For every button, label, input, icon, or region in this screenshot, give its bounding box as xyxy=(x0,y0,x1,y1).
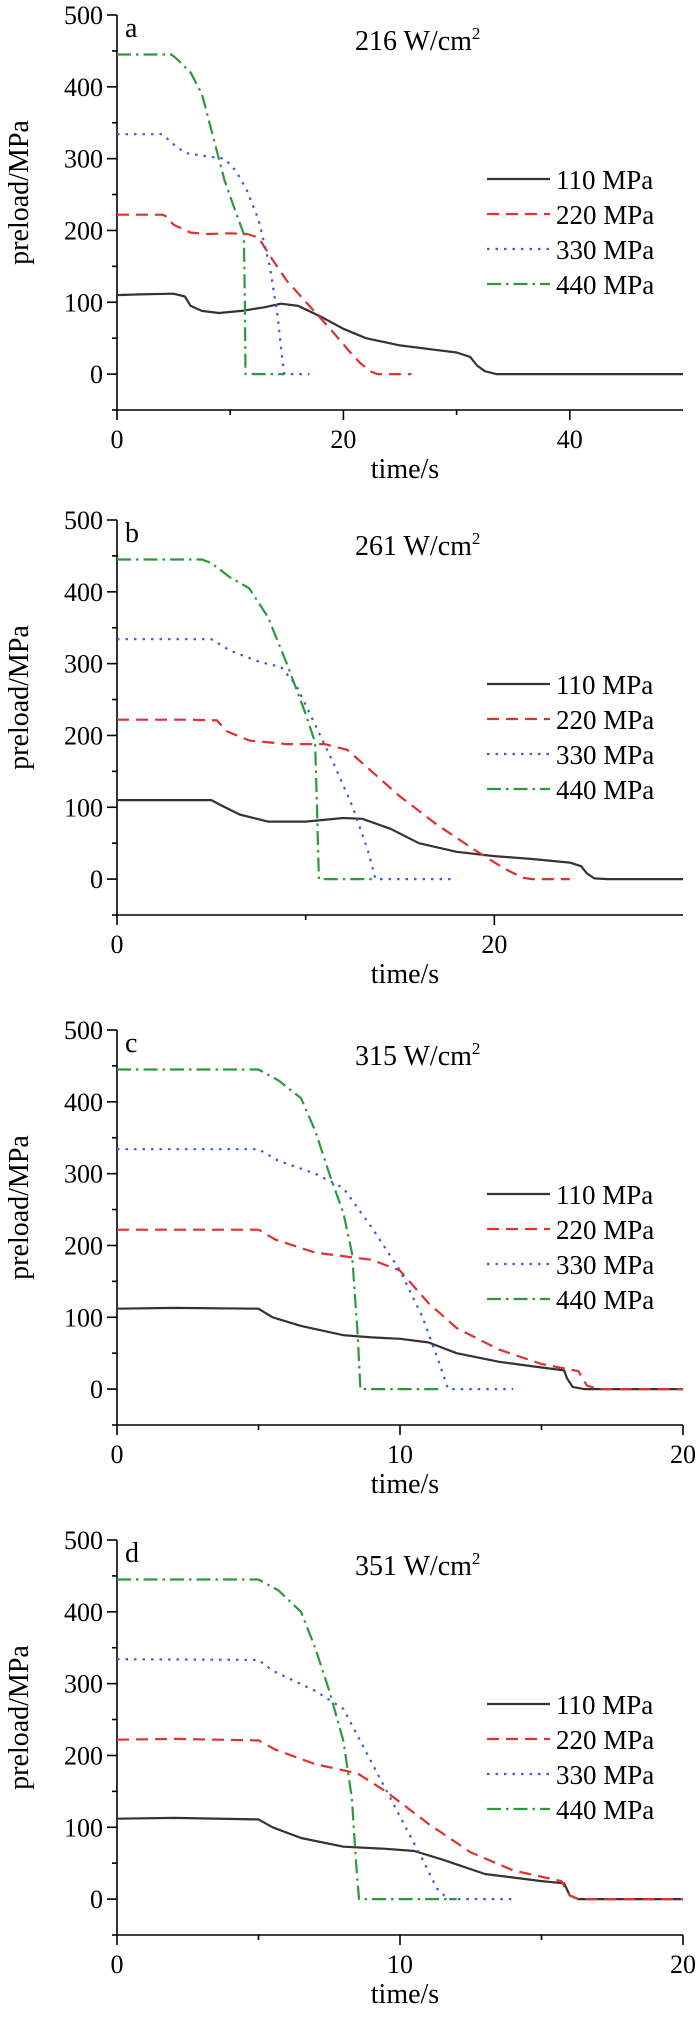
series-line-220-mpa xyxy=(117,718,570,881)
legend-label: 440 MPa xyxy=(556,775,654,805)
series-line-440-mpa xyxy=(117,558,376,881)
legend-label: 220 MPa xyxy=(556,1215,654,1245)
legend-label: 440 MPa xyxy=(556,1285,654,1315)
panel-title: 261 W/cm2 xyxy=(355,529,480,562)
chart-panel-c: 0 100 200 300 400 500 0 10 20 time/s preload/MPa c 3… xyxy=(4,1016,696,1500)
series-line-440-mpa xyxy=(117,1068,443,1391)
y-tick-label: 400 xyxy=(64,1598,103,1627)
y-axis-title: preload/MPa xyxy=(4,1645,35,1790)
panel-title: 351 W/cm2 xyxy=(355,1549,480,1582)
series-line-110-mpa xyxy=(116,1306,683,1391)
x-axis-title: time/s xyxy=(371,1979,439,2010)
x-tick-label: 20 xyxy=(481,930,507,959)
x-tick-label: 10 xyxy=(387,1950,413,1979)
legend-label: 220 MPa xyxy=(556,705,654,735)
y-tick-label: 500 xyxy=(64,1,103,30)
legend-label: 110 MPa xyxy=(556,670,653,700)
y-tick-label: 200 xyxy=(64,1741,103,1770)
panel-letter: a xyxy=(125,13,138,44)
x-tick-label: 20 xyxy=(670,1950,696,1979)
x-tick-label: 0 xyxy=(111,1950,124,1979)
y-axis-title: preload/MPa xyxy=(4,1135,35,1280)
legend-label: 110 MPa xyxy=(556,1180,653,1210)
y-tick-label: 500 xyxy=(64,506,103,535)
chart-panel-a: 0 100 200 300 400 500 0 20 40 time/s preload/MPa a 2… xyxy=(4,1,683,485)
panel-letter: b xyxy=(125,518,139,549)
y-tick-label: 100 xyxy=(64,793,103,822)
legend-label: 110 MPa xyxy=(556,1690,653,1720)
legend-label: 440 MPa xyxy=(556,1795,654,1825)
panel-letter: c xyxy=(125,1028,137,1059)
y-tick-label: 0 xyxy=(90,1885,103,1914)
x-axis-title: time/s xyxy=(371,1469,439,1500)
y-tick-label: 500 xyxy=(64,1016,103,1045)
y-tick-label: 100 xyxy=(64,1303,103,1332)
legend-label: 220 MPa xyxy=(556,1725,654,1755)
legend-label: 330 MPa xyxy=(556,235,654,265)
legend-label: 110 MPa xyxy=(556,165,653,195)
series-line-220-mpa xyxy=(117,1228,683,1391)
series-line-440-mpa xyxy=(117,53,285,376)
x-tick-label: 0 xyxy=(111,425,124,454)
x-tick-label: 10 xyxy=(387,1440,413,1469)
y-tick-label: 0 xyxy=(90,865,103,894)
y-tick-label: 300 xyxy=(64,145,103,174)
chart-panel-d: 0 100 200 300 400 500 0 10 20 time/s preload/MPa d 3… xyxy=(4,1526,696,2010)
y-tick-label: 200 xyxy=(64,721,103,750)
series-line-110-mpa xyxy=(116,1816,683,1901)
chart-panel-b: 0 100 200 300 400 500 0 20 time/s preload/MPa b 261… xyxy=(4,506,683,990)
x-tick-label: 0 xyxy=(111,1440,124,1469)
y-tick-label: 400 xyxy=(64,578,103,607)
series-line-330-mpa xyxy=(116,1658,514,1901)
y-axis-title: preload/MPa xyxy=(4,120,35,265)
series-line-330-mpa xyxy=(117,133,310,376)
legend-label: 330 MPa xyxy=(556,740,654,770)
y-tick-label: 0 xyxy=(90,360,103,389)
y-tick-label: 500 xyxy=(64,1526,103,1555)
x-tick-label: 0 xyxy=(111,930,124,959)
legend-label: 440 MPa xyxy=(556,270,654,300)
y-axis-title: preload/MPa xyxy=(4,625,35,770)
y-tick-label: 300 xyxy=(64,650,103,679)
x-tick-label: 20 xyxy=(670,1440,696,1469)
series-line-110-mpa xyxy=(117,798,683,881)
y-tick-label: 200 xyxy=(64,1231,103,1260)
panel-title: 315 W/cm2 xyxy=(355,1039,480,1072)
y-tick-label: 0 xyxy=(90,1375,103,1404)
x-axis-title: time/s xyxy=(371,959,439,990)
y-tick-label: 100 xyxy=(64,1813,103,1842)
x-tick-label: 20 xyxy=(330,425,356,454)
legend-label: 330 MPa xyxy=(556,1250,654,1280)
x-tick-label: 40 xyxy=(557,425,583,454)
y-tick-label: 400 xyxy=(64,73,103,102)
series-line-330-mpa xyxy=(117,638,457,881)
y-tick-label: 300 xyxy=(64,1160,103,1189)
panel-title: 216 W/cm2 xyxy=(355,24,480,57)
y-tick-label: 200 xyxy=(64,216,103,245)
series-line-220-mpa xyxy=(116,1737,683,1901)
x-axis-title: time/s xyxy=(371,454,439,485)
legend-label: 330 MPa xyxy=(556,1760,654,1790)
y-tick-label: 100 xyxy=(64,288,103,317)
y-tick-label: 400 xyxy=(64,1088,103,1117)
legend-label: 220 MPa xyxy=(556,200,654,230)
y-tick-label: 300 xyxy=(64,1670,103,1699)
panel-letter: d xyxy=(125,1538,139,1569)
series-line-110-mpa xyxy=(116,292,683,376)
